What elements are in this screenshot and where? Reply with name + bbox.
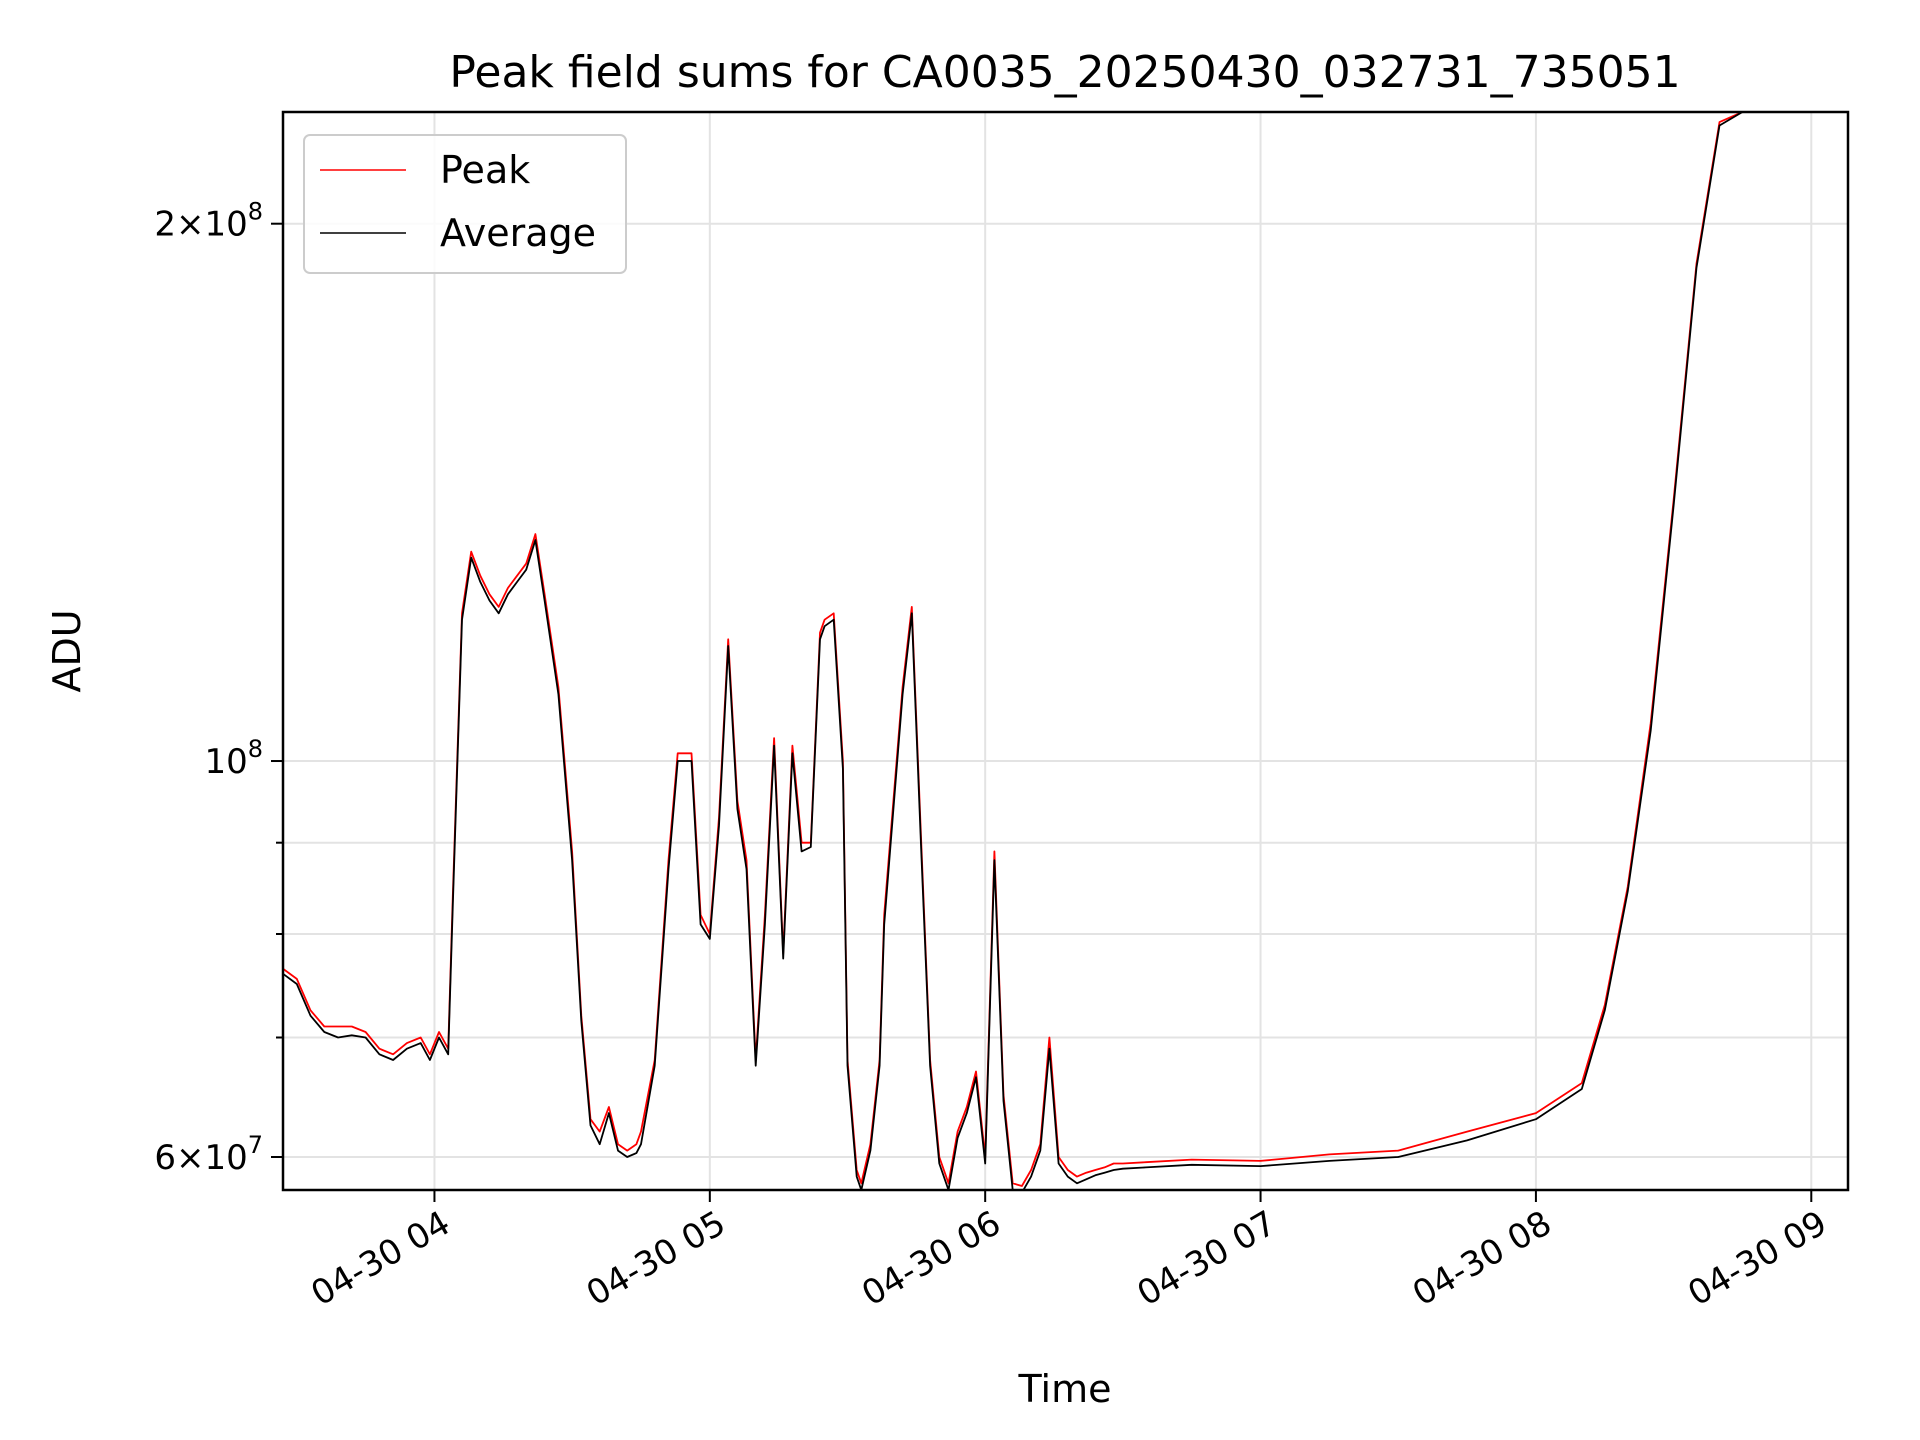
y-axis-label: ADU xyxy=(45,609,89,692)
legend-label-peak: Peak xyxy=(440,148,530,192)
legend-label-average: Average xyxy=(440,211,596,255)
series-line-peak xyxy=(283,112,1803,1187)
legend: Peak Average xyxy=(303,134,627,274)
x-axis-label: Time xyxy=(1018,1367,1112,1411)
y-tick-label: 2×108 xyxy=(154,198,263,245)
y-tick-label: 6×107 xyxy=(154,1131,263,1178)
series-lines xyxy=(283,112,1803,1190)
series-line-average xyxy=(283,112,1803,1190)
chart-title: Peak field sums for CA0035_20250430_0327… xyxy=(449,47,1680,98)
grid xyxy=(283,112,1848,1190)
plot-frame xyxy=(281,110,1850,1192)
